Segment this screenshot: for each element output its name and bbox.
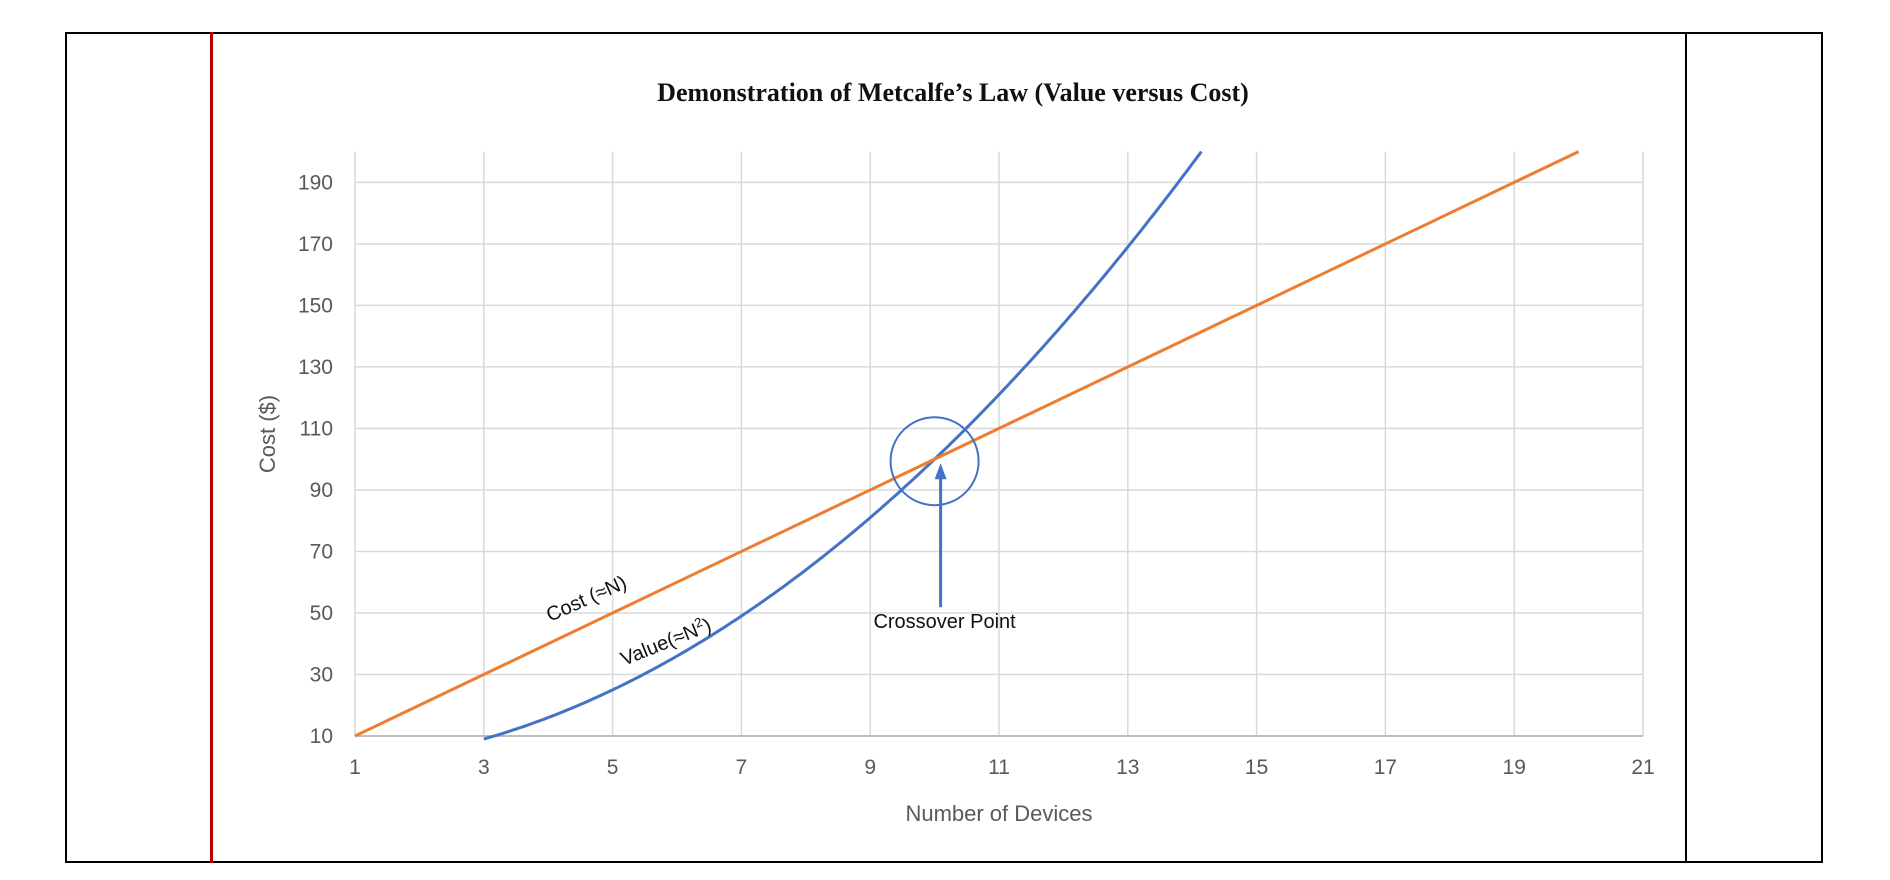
y-tick-label: 130	[298, 356, 333, 379]
chart-title: Demonstration of Metcalfe’s Law (Value v…	[657, 78, 1249, 107]
annotation-layer: Crossover Point	[873, 416, 1016, 633]
y-tick-label: 70	[310, 540, 333, 563]
x-tick-label: 11	[988, 756, 1010, 779]
cost-series-line	[354, 150, 1580, 738]
series-lines: Cost (≈N)Value(≈N2)	[354, 150, 1580, 741]
right-column-divider	[1685, 32, 1687, 863]
x-axis-label: Number of Devices	[905, 801, 1092, 826]
y-tick-label: 30	[310, 663, 333, 686]
y-tick-label: 10	[310, 725, 333, 748]
cost-series-label: Cost (≈N)	[543, 572, 630, 627]
y-tick-label: 110	[300, 417, 333, 440]
y-tick-label: 170	[298, 233, 333, 256]
tick-labels: 1 3 5 7 9 11 13 15 17 19 2110305070901101301501701…	[298, 171, 1655, 779]
y-tick-label: 150	[298, 294, 333, 317]
crossover-circle	[889, 416, 980, 507]
y-axis-label: Cost ($)	[255, 395, 280, 473]
x-tick-label: 17	[1374, 756, 1397, 779]
x-tick-label: 9	[864, 756, 876, 779]
crossover-arrow-head	[934, 463, 947, 480]
x-tick-label: 19	[1503, 756, 1526, 779]
left-column-divider	[210, 32, 213, 863]
crossover-label: Crossover Point	[873, 611, 1016, 633]
value-series-line	[483, 150, 1203, 741]
x-tick-label: 21	[1631, 756, 1654, 779]
outer-frame	[65, 32, 1823, 863]
gridlines	[354, 151, 1644, 737]
x-tick-label: 3	[478, 756, 490, 779]
x-tick-label: 1	[349, 756, 361, 779]
y-tick-label: 190	[298, 171, 333, 194]
y-tick-label: 90	[310, 479, 333, 502]
x-tick-label: 5	[607, 756, 619, 779]
x-tick-label: 7	[736, 756, 748, 779]
y-tick-label: 50	[310, 602, 333, 625]
x-tick-label: 15	[1245, 756, 1268, 779]
x-tick-label: 13	[1116, 756, 1139, 779]
